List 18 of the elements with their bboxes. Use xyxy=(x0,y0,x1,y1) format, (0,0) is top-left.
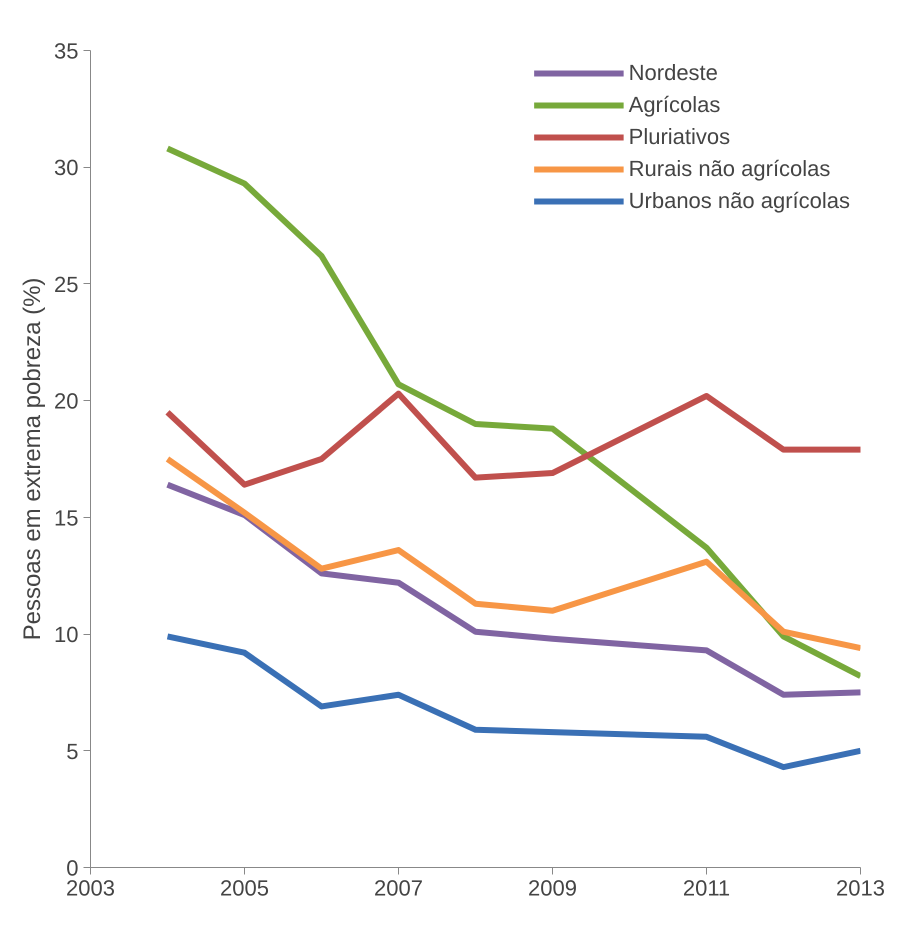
y-tick-label: 35 xyxy=(54,38,79,64)
y-tick-label: 15 xyxy=(54,505,79,530)
x-tick-label: 2007 xyxy=(374,876,423,900)
x-tick-label: 2005 xyxy=(220,876,269,900)
x-tick-label: 2013 xyxy=(836,876,885,900)
y-axis-title: Pessoas em extrema pobreza (%) xyxy=(19,278,46,640)
legend-label: Nordeste xyxy=(628,60,718,86)
legend-label: Pluriativos xyxy=(628,124,730,150)
x-tick-label: 2011 xyxy=(682,876,730,900)
legend-label: Agrícolas xyxy=(628,92,720,118)
y-tick-label: 20 xyxy=(54,388,79,414)
y-tick-label: 25 xyxy=(54,272,79,297)
y-tick-label: 30 xyxy=(54,155,79,180)
legend-label: Urbanos não agrícolas xyxy=(628,188,850,214)
legend-label: Rurais não agrícolas xyxy=(628,156,830,182)
y-tick-label: 5 xyxy=(66,738,79,764)
y-tick-label: 10 xyxy=(54,622,79,648)
x-tick-label: 2009 xyxy=(528,876,577,900)
